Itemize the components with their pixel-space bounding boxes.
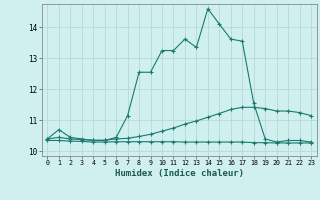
X-axis label: Humidex (Indice chaleur): Humidex (Indice chaleur) bbox=[115, 169, 244, 178]
